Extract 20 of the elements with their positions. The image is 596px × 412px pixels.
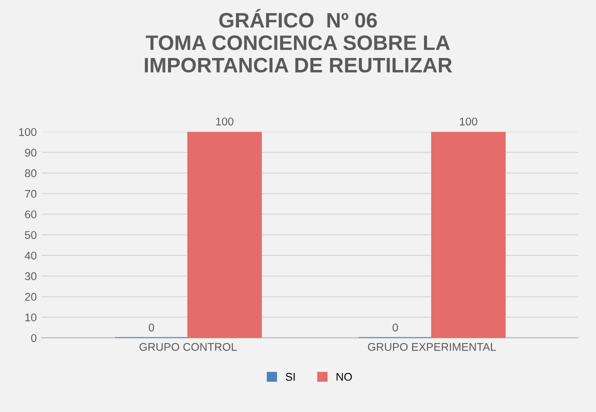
x-tick-label: GRUPO CONTROL [139, 342, 237, 351]
y-tick-label: 100 [19, 128, 36, 136]
legend-label: SI [286, 372, 295, 381]
y-tick-label: 80 [24, 169, 36, 178]
y-tick-label: 90 [25, 148, 36, 157]
y-tick-label: 30 [24, 272, 36, 280]
chart-title: GRÁFICO Nº 06 TOMA CONCIENCA SOBRE LA IMPORTANCIA DE REUTILIZAR [144, 8, 452, 73]
y-tick-label: 60 [25, 210, 36, 218]
y-tick-label: 0 [31, 334, 36, 342]
data-label: 0 [392, 324, 398, 332]
y-tick-label: 20 [25, 292, 36, 301]
y-tick-label: 40 [24, 252, 36, 260]
y-tick-label: 50 [24, 231, 36, 239]
x-tick-label: GRUPO EXPERIMENTAL [368, 342, 496, 351]
y-tick-label: 70 [25, 190, 36, 198]
data-label: 0 [148, 324, 154, 332]
legend-label: NO [336, 372, 352, 381]
y-tick-label: 10 [25, 314, 36, 322]
data-label: 100 [216, 118, 234, 126]
data-label: 100 [460, 118, 478, 126]
